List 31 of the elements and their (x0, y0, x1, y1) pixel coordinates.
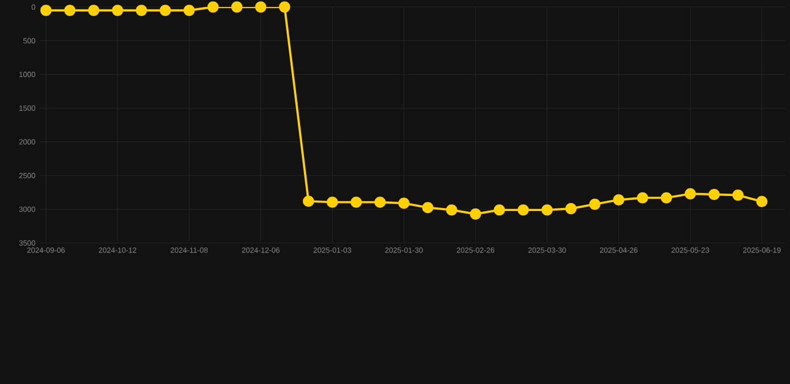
point (398, 198, 410, 209)
point (494, 204, 505, 216)
point (40, 4, 52, 16)
point (613, 194, 624, 206)
point (518, 204, 529, 216)
point (708, 188, 720, 200)
point (88, 4, 100, 16)
point (542, 204, 553, 216)
point (64, 4, 76, 16)
point (350, 196, 362, 208)
point (589, 198, 600, 210)
point (302, 196, 314, 207)
point (660, 192, 672, 204)
point (160, 4, 171, 16)
point (446, 204, 458, 216)
point (279, 1, 290, 13)
point (756, 196, 768, 208)
point (684, 188, 696, 200)
point (255, 1, 266, 13)
point (136, 4, 148, 16)
point (374, 196, 386, 208)
point (565, 203, 577, 214)
point (231, 1, 242, 13)
point (732, 190, 744, 201)
point (422, 202, 434, 214)
point (207, 1, 219, 13)
point (326, 196, 338, 208)
point (112, 4, 124, 16)
point (184, 4, 195, 16)
point (470, 208, 482, 220)
point (636, 192, 648, 204)
